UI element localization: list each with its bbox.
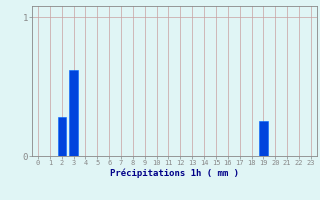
X-axis label: Précipitations 1h ( mm ): Précipitations 1h ( mm ) bbox=[110, 169, 239, 178]
Bar bbox=[69, 70, 78, 156]
Bar bbox=[58, 117, 66, 156]
Bar bbox=[259, 121, 268, 156]
